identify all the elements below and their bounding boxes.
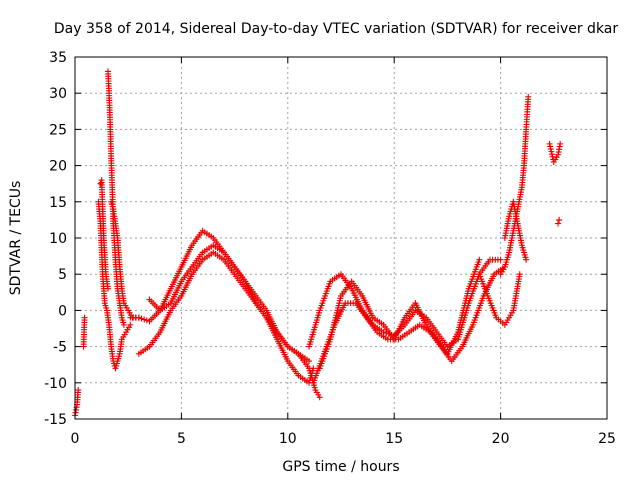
data-point [120,321,127,328]
data-point [104,285,111,292]
y-tick-label: -15 [44,412,67,428]
data-point [141,316,148,323]
data-point [497,256,504,263]
data-point [306,358,313,365]
x-tick-label: 5 [177,431,186,447]
series-wave-g [476,271,523,328]
y-tick-label: 15 [49,195,67,211]
data-point [556,216,563,223]
y-axis-label: SDTVAR / TECUs [8,181,24,296]
series-wave-e [310,263,508,386]
data-point [555,220,562,227]
series-wave-f [316,256,483,372]
series-wave-b [135,249,317,386]
data-point [547,146,554,153]
series-early-a [72,387,82,419]
y-tick-label: -10 [44,376,67,392]
x-tick-label: 25 [598,431,616,447]
y-tick-label: 20 [49,159,67,175]
x-axis-label: GPS time / hours [282,459,399,475]
axis-ticks: 0 5 10 15 20 25 -15 -10 -5 0 5 10 15 20 25 30 35 [44,50,616,447]
x-tick-label: 0 [71,431,80,447]
data-point [546,140,553,147]
data-point [81,314,88,321]
data-markers [72,68,564,419]
data-point [135,314,142,321]
data-point [557,140,564,147]
series-spike-3 [108,198,142,321]
data-point [75,387,82,394]
x-tick-label: 15 [385,431,403,447]
series-tail-b [555,216,563,227]
data-point [127,321,134,328]
data-point [310,365,317,372]
y-tick-label: 25 [49,122,67,138]
data-point [525,93,532,100]
y-tick-label: 5 [58,267,67,283]
series-cluster-right [501,198,530,263]
y-tick-label: 10 [49,231,67,247]
series-spike-left [95,198,134,372]
y-tick-label: 30 [49,86,67,102]
data-point [138,315,145,322]
y-tick-label: -5 [53,340,67,356]
data-point [548,151,555,158]
data-point [143,317,150,324]
data-point [316,394,323,401]
series-early-b [80,314,88,350]
data-point [97,180,104,187]
x-tick-label: 10 [279,431,297,447]
x-tick-label: 20 [492,431,510,447]
data-point [516,271,523,278]
data-point [523,256,530,263]
y-tick-label: 0 [58,303,67,319]
series-tail-a [546,140,564,165]
chart-title: Day 358 of 2014, Sidereal Day-to-day VTE… [54,21,619,37]
y-tick-label: 35 [49,50,67,66]
data-point [476,256,483,263]
series-wave-c [146,242,313,365]
data-point [548,148,555,155]
series-spike-1 [97,177,111,292]
data-point [547,143,554,150]
series-spike-2 [104,68,127,328]
